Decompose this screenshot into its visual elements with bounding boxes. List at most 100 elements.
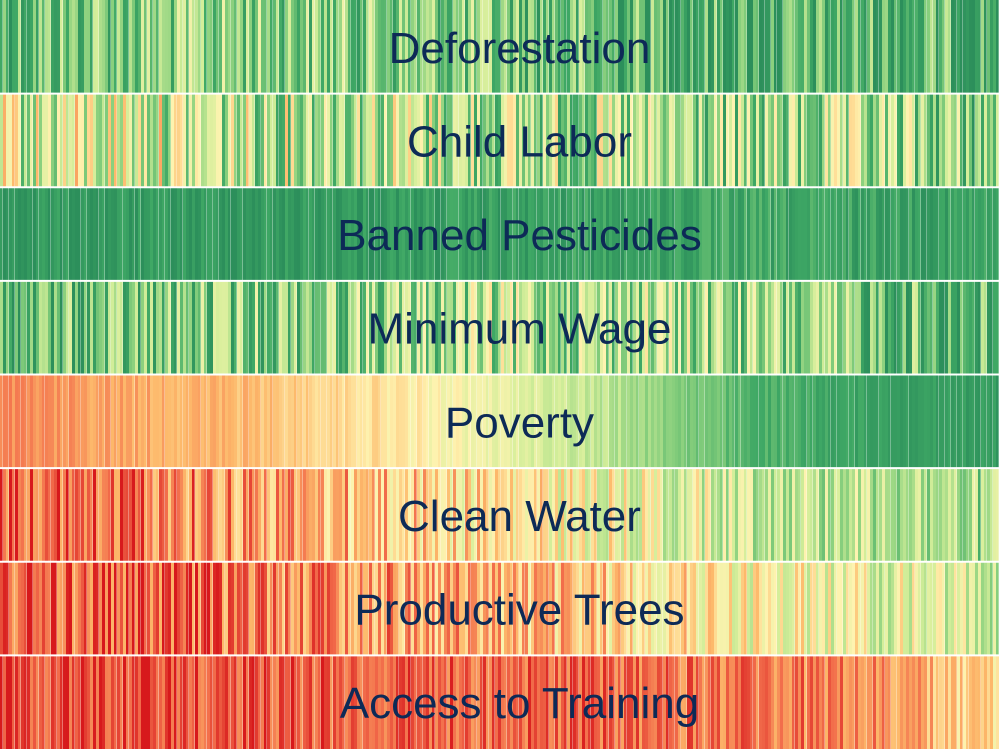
heatmap-cell bbox=[72, 280, 76, 375]
heatmap-cell bbox=[537, 655, 541, 749]
heatmap-cell bbox=[720, 468, 724, 562]
cell-divider bbox=[914, 561, 915, 656]
heatmap-cell bbox=[279, 374, 283, 469]
cell-divider bbox=[842, 93, 843, 188]
heatmap-cell bbox=[717, 187, 721, 281]
heatmap-cell bbox=[780, 93, 784, 188]
heatmap-cell bbox=[186, 561, 190, 656]
heatmap-cell bbox=[192, 0, 196, 94]
heatmap-cell bbox=[90, 561, 94, 656]
heatmap-cell bbox=[873, 468, 877, 562]
cell-divider bbox=[704, 0, 705, 94]
heatmap-cell bbox=[735, 374, 739, 469]
cell-divider bbox=[830, 187, 831, 281]
heatmap-cell bbox=[354, 280, 358, 375]
cell-divider bbox=[608, 655, 609, 749]
heatmap-cell bbox=[198, 0, 202, 94]
heatmap-cell bbox=[69, 561, 73, 656]
heatmap-cell bbox=[162, 561, 166, 656]
heatmap-cell bbox=[819, 374, 823, 469]
heatmap-cell bbox=[855, 187, 859, 281]
heatmap-cell bbox=[129, 468, 133, 562]
cell-divider bbox=[878, 280, 879, 375]
heatmap-cell bbox=[216, 468, 220, 562]
heatmap-cell bbox=[336, 93, 340, 188]
cell-divider bbox=[344, 374, 345, 469]
heatmap-cell bbox=[180, 374, 184, 469]
heatmap-cell bbox=[138, 0, 142, 94]
cell-divider bbox=[518, 374, 519, 469]
heatmap-cell bbox=[858, 280, 862, 375]
cell-divider bbox=[536, 374, 537, 469]
cell-divider bbox=[986, 374, 987, 469]
heatmap-cell bbox=[384, 655, 388, 749]
heatmap-cell bbox=[903, 280, 907, 375]
heatmap-cell bbox=[162, 655, 166, 749]
heatmap-cell bbox=[99, 468, 103, 562]
cell-divider bbox=[464, 0, 465, 94]
heatmap-cell bbox=[384, 280, 388, 375]
heatmap-cell bbox=[660, 93, 664, 188]
cell-divider bbox=[440, 187, 441, 281]
heatmap-cell bbox=[459, 187, 463, 281]
cell-divider bbox=[8, 280, 9, 375]
heatmap-cell bbox=[978, 561, 982, 656]
heatmap-cell bbox=[414, 0, 418, 94]
heatmap-cell bbox=[483, 280, 487, 375]
heatmap-cell bbox=[819, 93, 823, 188]
heatmap-cell bbox=[372, 374, 376, 469]
heatmap-cell bbox=[732, 0, 736, 94]
heatmap-cell bbox=[645, 93, 649, 188]
heatmap-cell bbox=[720, 280, 724, 375]
heatmap-cell bbox=[438, 0, 442, 94]
heatmap-cell bbox=[135, 655, 139, 749]
cell-divider bbox=[74, 561, 75, 656]
heatmap-cell bbox=[39, 561, 43, 656]
heatmap-cell bbox=[669, 655, 673, 749]
heatmap-cell bbox=[225, 93, 229, 188]
cell-divider bbox=[680, 655, 681, 749]
heatmap-cell bbox=[54, 374, 58, 469]
heatmap-cell bbox=[21, 468, 25, 562]
cell-divider bbox=[542, 468, 543, 562]
heatmap-cell bbox=[570, 280, 574, 375]
heatmap-cell bbox=[174, 468, 178, 562]
heatmap-cell bbox=[894, 187, 898, 281]
heatmap-cell bbox=[369, 655, 373, 749]
heatmap-cell bbox=[636, 187, 640, 281]
heatmap-cell bbox=[651, 0, 655, 94]
cell-divider bbox=[746, 187, 747, 281]
heatmap-cell bbox=[981, 187, 985, 281]
heatmap-cell bbox=[318, 374, 322, 469]
cell-divider bbox=[176, 280, 177, 375]
heatmap-cell bbox=[432, 280, 436, 375]
cell-divider bbox=[374, 468, 375, 562]
heatmap-cell bbox=[621, 374, 625, 469]
heatmap-cell bbox=[87, 374, 91, 469]
heatmap-cell bbox=[372, 280, 376, 375]
heatmap-cell bbox=[414, 561, 418, 656]
heatmap-cell bbox=[147, 561, 151, 656]
heatmap-cell bbox=[828, 655, 832, 749]
heatmap-cell bbox=[873, 93, 877, 188]
heatmap-cell bbox=[639, 468, 643, 562]
heatmap-cell bbox=[663, 280, 667, 375]
cell-divider bbox=[254, 93, 255, 188]
cell-divider bbox=[446, 468, 447, 562]
heatmap-cell bbox=[438, 93, 442, 188]
heatmap-cell bbox=[990, 93, 994, 188]
cell-divider bbox=[458, 187, 459, 281]
cell-divider bbox=[188, 374, 189, 469]
cell-divider bbox=[950, 187, 951, 281]
cell-divider bbox=[20, 0, 21, 94]
heatmap-cell bbox=[768, 0, 772, 94]
cell-divider bbox=[188, 561, 189, 656]
cell-divider bbox=[248, 655, 249, 749]
heatmap-cell bbox=[705, 0, 709, 94]
heatmap-cell bbox=[159, 655, 163, 749]
heatmap-cell bbox=[78, 0, 82, 94]
heatmap-cell bbox=[630, 280, 634, 375]
heatmap-cell bbox=[723, 468, 727, 562]
cell-divider bbox=[194, 468, 195, 562]
cell-divider bbox=[896, 468, 897, 562]
